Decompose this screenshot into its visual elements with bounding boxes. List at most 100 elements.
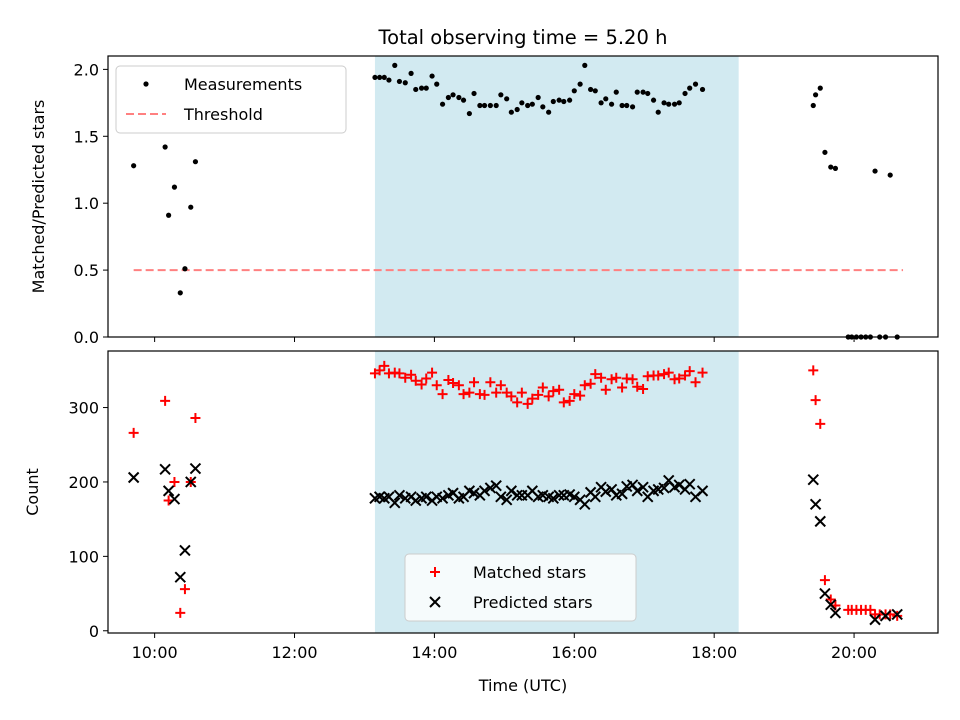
matched-star-point [537, 382, 548, 393]
measurement-point [666, 101, 672, 107]
measurement-point [498, 92, 504, 98]
measurement-point [603, 96, 609, 102]
matched-star-point [410, 375, 421, 386]
measurement-point [613, 89, 619, 95]
measurement-point [408, 70, 414, 76]
measurement-point [624, 102, 630, 109]
measurement-point [582, 62, 588, 68]
predicted-star-point [891, 608, 903, 621]
measurement-point [619, 102, 625, 109]
legend-marker-dot [143, 81, 149, 87]
predicted-star-point [809, 498, 822, 510]
predicted-star-point [683, 478, 696, 490]
predicted-star-point [814, 515, 826, 528]
matched-star-point [464, 387, 475, 398]
measurement-point [413, 86, 419, 93]
matched-star-point [495, 380, 506, 391]
y-tick-label: 0 [89, 622, 99, 641]
matched-star-point [680, 370, 691, 381]
x-axis-label: Time (UTC) [478, 676, 567, 695]
predicted-star-point [436, 492, 449, 505]
matched-star-point [808, 365, 819, 376]
measurement-point [131, 163, 137, 169]
measurement-point [577, 81, 583, 87]
matched-star-point [564, 395, 575, 406]
measurement-point [162, 144, 168, 150]
predicted-star-point [568, 491, 580, 503]
measurement-point [402, 80, 408, 86]
measurement-point [655, 109, 661, 115]
measurement-point [477, 102, 483, 109]
matched-star-point [575, 390, 586, 401]
predicted-star-point [185, 476, 197, 488]
measurement-point [640, 89, 646, 95]
matched-star-point [533, 389, 544, 400]
matched-star-point [569, 389, 580, 400]
matched-star-point [579, 380, 590, 391]
measurement-point [588, 86, 594, 93]
measurement-point [514, 106, 520, 113]
predicted-star-point [637, 481, 649, 493]
legend-label: Predicted stars [473, 593, 593, 612]
measurement-point [377, 74, 383, 81]
y-tick-label: 100 [68, 547, 99, 566]
y-tick-label: 1.0 [74, 194, 99, 213]
legend-label: Measurements [184, 75, 302, 94]
matched-star-point [865, 604, 876, 615]
x-tick-label: 12:00 [271, 643, 317, 662]
measurement-point [192, 159, 199, 165]
panel-counts: 0 100 200 300 10:00 12:00 14:00 16:00 18:00 20:00… [23, 350, 939, 695]
predicted-star-point [495, 491, 507, 503]
matched-star-point [512, 397, 523, 408]
x-tick-label: 20:00 [831, 643, 877, 662]
measurement-point [429, 73, 435, 79]
matched-star-point [421, 373, 432, 384]
matched-star-point [548, 386, 559, 397]
predicted-star-point [631, 485, 643, 497]
matched-star-point [554, 384, 565, 395]
legend-marker-plus [430, 567, 440, 577]
measurement-point [519, 100, 525, 106]
y-tick-label: 0.0 [74, 328, 99, 347]
measurement-point [471, 90, 477, 97]
measurement-point [456, 94, 462, 101]
predicted-star-point [159, 463, 171, 476]
matched-star-point [128, 427, 139, 438]
matched-star-point [558, 397, 569, 408]
matched-star-point [606, 374, 617, 385]
measurement-point [832, 165, 839, 171]
matched-star-point [491, 387, 502, 398]
measurement-point [550, 98, 556, 105]
matched-star-point [469, 377, 480, 388]
matched-star-point [522, 398, 533, 409]
predicted-star-point [869, 613, 881, 626]
y-tick-label: 0.5 [74, 261, 99, 280]
predicted-star-point [127, 471, 140, 484]
measurement-point [423, 85, 429, 91]
series-matched-stars [128, 360, 903, 621]
measurement-point [450, 92, 456, 98]
matched-star-point [543, 391, 554, 402]
predicted-star-point [825, 599, 837, 611]
measurement-point [629, 104, 636, 110]
predicted-star-point [829, 607, 842, 619]
matched-star-point [638, 383, 649, 394]
matched-star-point [175, 607, 186, 618]
measurement-point [445, 94, 451, 101]
matched-star-point [611, 372, 622, 383]
measurement-point [682, 90, 688, 97]
observing-window-span [374, 56, 739, 337]
axes-frame [107, 55, 939, 338]
legend: Matched stars Predicted stars [404, 553, 637, 622]
predicted-star-point [393, 489, 406, 502]
legend-box [404, 553, 637, 622]
matched-star-point [406, 369, 417, 380]
measurement-point [508, 109, 514, 115]
predicted-star-point [879, 610, 892, 622]
x-tick-label: 14:00 [411, 643, 457, 662]
measurement-point [466, 110, 472, 117]
predicted-star-point [511, 489, 523, 502]
matched-star-point [825, 594, 836, 605]
measurement-point [676, 100, 682, 106]
